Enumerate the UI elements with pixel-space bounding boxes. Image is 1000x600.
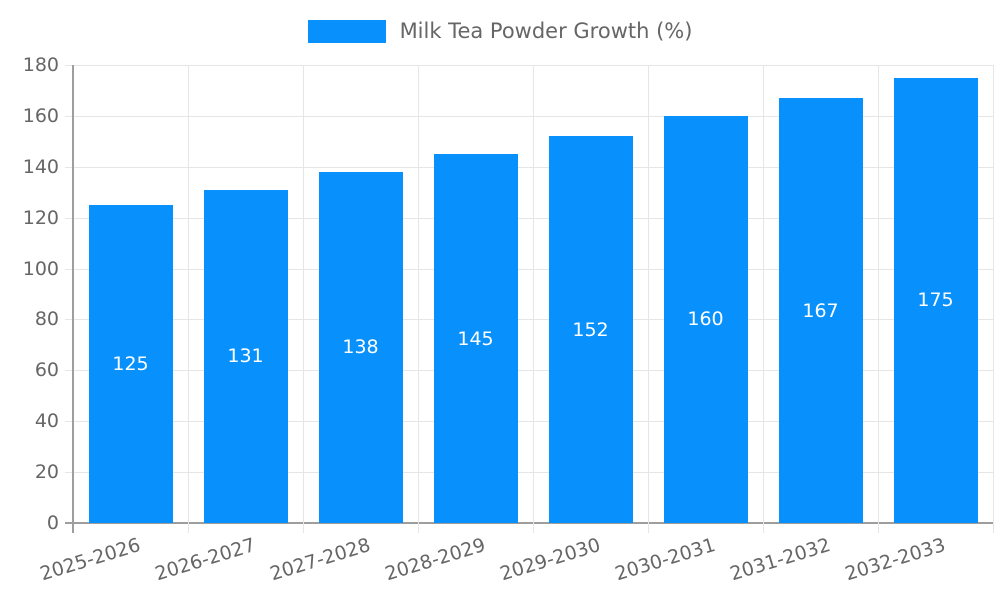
gridline-horizontal	[65, 166, 993, 168]
x-tick-label: 2030-2031	[612, 534, 718, 586]
bar	[88, 204, 173, 523]
x-tick-label: 2032-2033	[842, 534, 948, 586]
gridline-horizontal	[65, 217, 993, 219]
bar-value-label: 138	[342, 336, 379, 359]
bar-value-label: 152	[572, 318, 609, 341]
x-axis-tick	[533, 523, 534, 533]
y-tick-label: 100	[22, 257, 59, 280]
gridline-vertical	[418, 65, 419, 523]
y-tick-label: 80	[34, 308, 59, 331]
x-tick-label: 2026-2027	[152, 534, 258, 586]
bar-value-label: 131	[227, 345, 264, 368]
bar-value-label: 145	[457, 327, 494, 350]
gridline-vertical	[188, 65, 189, 523]
gridline-horizontal	[65, 115, 993, 117]
bar	[433, 154, 518, 523]
gridline-horizontal	[65, 472, 993, 474]
gridline-vertical	[763, 65, 764, 523]
bar-value-label: 175	[917, 289, 954, 312]
y-tick-label: 120	[22, 206, 59, 229]
x-axis-tick	[188, 523, 189, 533]
legend-label: Milk Tea Powder Growth (%)	[399, 19, 693, 43]
x-tick-label: 2029-2030	[497, 534, 603, 586]
y-tick-label: 0	[46, 512, 59, 534]
gridline-horizontal	[65, 268, 993, 270]
x-axis-tick	[878, 523, 879, 533]
x-axis-tick	[303, 523, 304, 533]
x-axis-tick	[72, 523, 74, 533]
y-tick-label: 60	[34, 359, 59, 382]
x-axis-tick	[993, 523, 994, 533]
y-axis-line	[72, 65, 74, 523]
x-tick-label: 2028-2029	[382, 534, 488, 586]
bar	[778, 98, 863, 523]
x-axis-line	[65, 522, 993, 524]
gridline-vertical	[993, 65, 994, 523]
chart-legend[interactable]: Milk Tea Powder Growth (%)	[0, 20, 1000, 43]
bar	[663, 115, 748, 523]
bar	[203, 189, 288, 523]
gridline-horizontal	[65, 421, 993, 423]
gridline-horizontal	[65, 370, 993, 372]
bar-value-label: 167	[802, 299, 839, 322]
gridline-vertical	[533, 65, 534, 523]
gridline-vertical	[303, 65, 304, 523]
bar	[318, 171, 403, 523]
x-axis-tick	[418, 523, 419, 533]
x-tick-label: 2031-2032	[727, 534, 833, 586]
bar-value-label: 125	[112, 352, 149, 375]
x-tick-label: 2025-2026	[37, 534, 143, 586]
bar	[893, 77, 978, 523]
gridline-horizontal	[65, 65, 993, 66]
legend-swatch	[307, 20, 386, 43]
x-axis-tick	[763, 523, 764, 533]
y-tick-label: 40	[34, 410, 59, 433]
x-tick-label: 2027-2028	[267, 534, 373, 586]
y-tick-label: 180	[22, 54, 59, 76]
gridline-vertical	[648, 65, 649, 523]
bar-value-label: 160	[687, 308, 724, 331]
x-axis-tick	[648, 523, 649, 533]
y-tick-label: 160	[22, 104, 59, 127]
y-tick-label: 20	[34, 461, 59, 484]
y-tick-label: 140	[22, 155, 59, 178]
gridline-horizontal	[65, 319, 993, 321]
bar	[548, 136, 633, 523]
gridline-vertical	[878, 65, 879, 523]
